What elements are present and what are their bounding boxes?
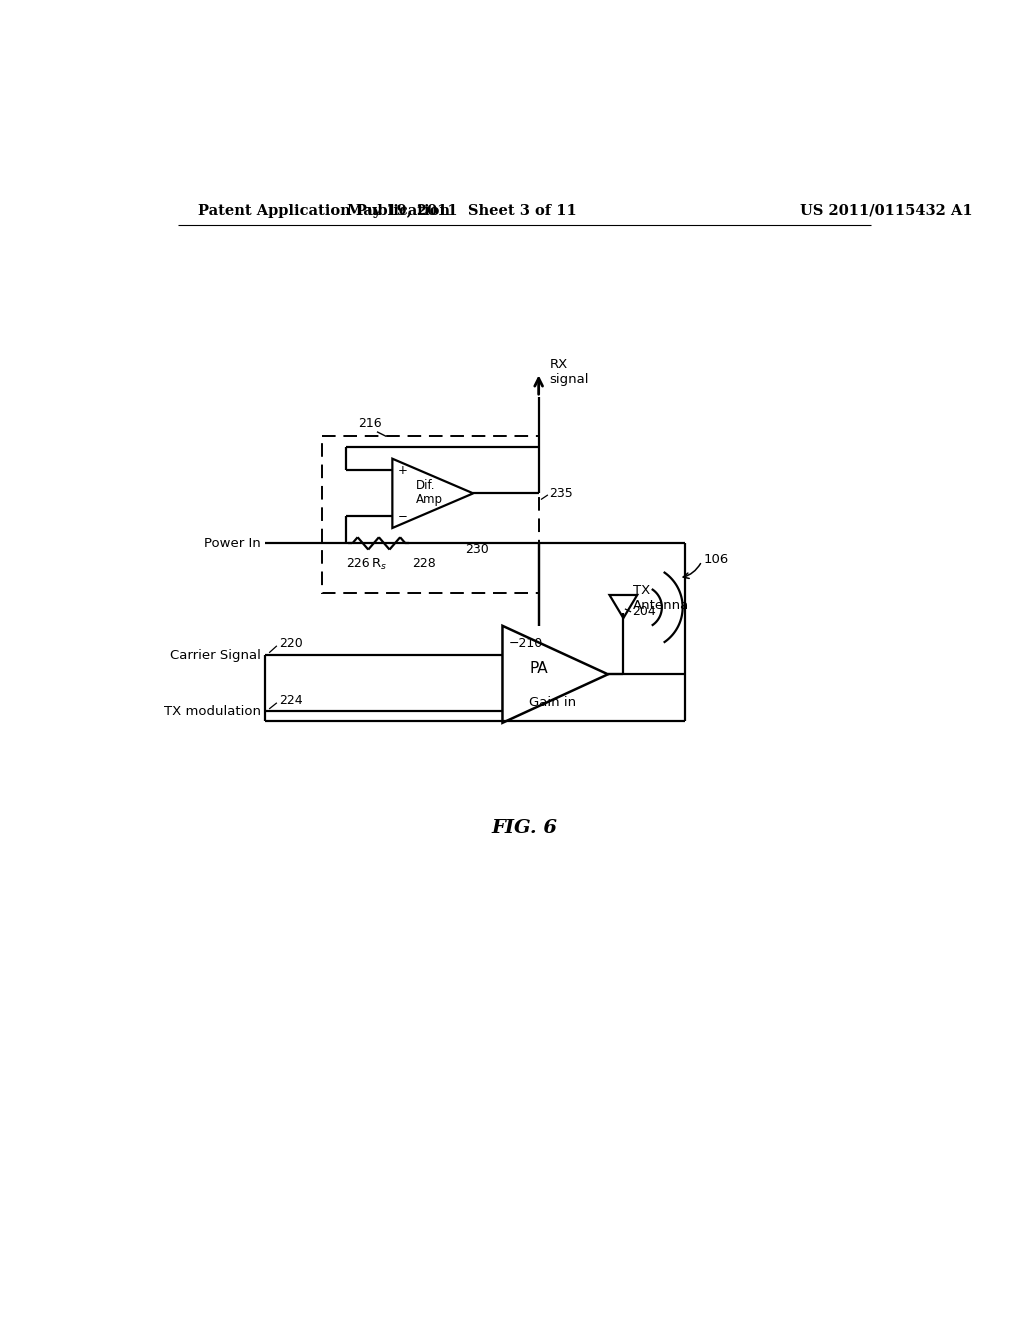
Text: Amp: Amp <box>416 492 442 506</box>
Text: +: + <box>397 463 408 477</box>
Text: 216: 216 <box>358 417 382 430</box>
Text: −210: −210 <box>509 636 543 649</box>
Text: Carrier Signal: Carrier Signal <box>170 648 261 661</box>
Text: Power In: Power In <box>204 537 261 550</box>
Text: 204: 204 <box>633 606 656 619</box>
Text: Dif.: Dif. <box>416 479 435 492</box>
Text: 106: 106 <box>703 553 729 566</box>
Text: 235: 235 <box>550 487 573 500</box>
Text: FIG. 6: FIG. 6 <box>492 820 558 837</box>
Text: 220: 220 <box>280 638 303 649</box>
Text: 224: 224 <box>280 694 303 708</box>
Text: R$_s$: R$_s$ <box>371 557 386 573</box>
Text: TX modulation: TX modulation <box>164 705 261 718</box>
Text: May 19, 2011  Sheet 3 of 11: May 19, 2011 Sheet 3 of 11 <box>347 203 577 218</box>
Text: 226: 226 <box>346 557 370 570</box>
Text: −: − <box>397 510 408 523</box>
Text: Gain in: Gain in <box>529 696 577 709</box>
Text: PA: PA <box>529 660 548 676</box>
Text: TX
Antenna: TX Antenna <box>633 585 689 612</box>
Text: 230: 230 <box>466 544 489 557</box>
Text: RX
signal: RX signal <box>550 359 589 387</box>
Text: Patent Application Publication: Patent Application Publication <box>199 203 451 218</box>
Text: 228: 228 <box>413 557 436 570</box>
Text: US 2011/0115432 A1: US 2011/0115432 A1 <box>801 203 973 218</box>
